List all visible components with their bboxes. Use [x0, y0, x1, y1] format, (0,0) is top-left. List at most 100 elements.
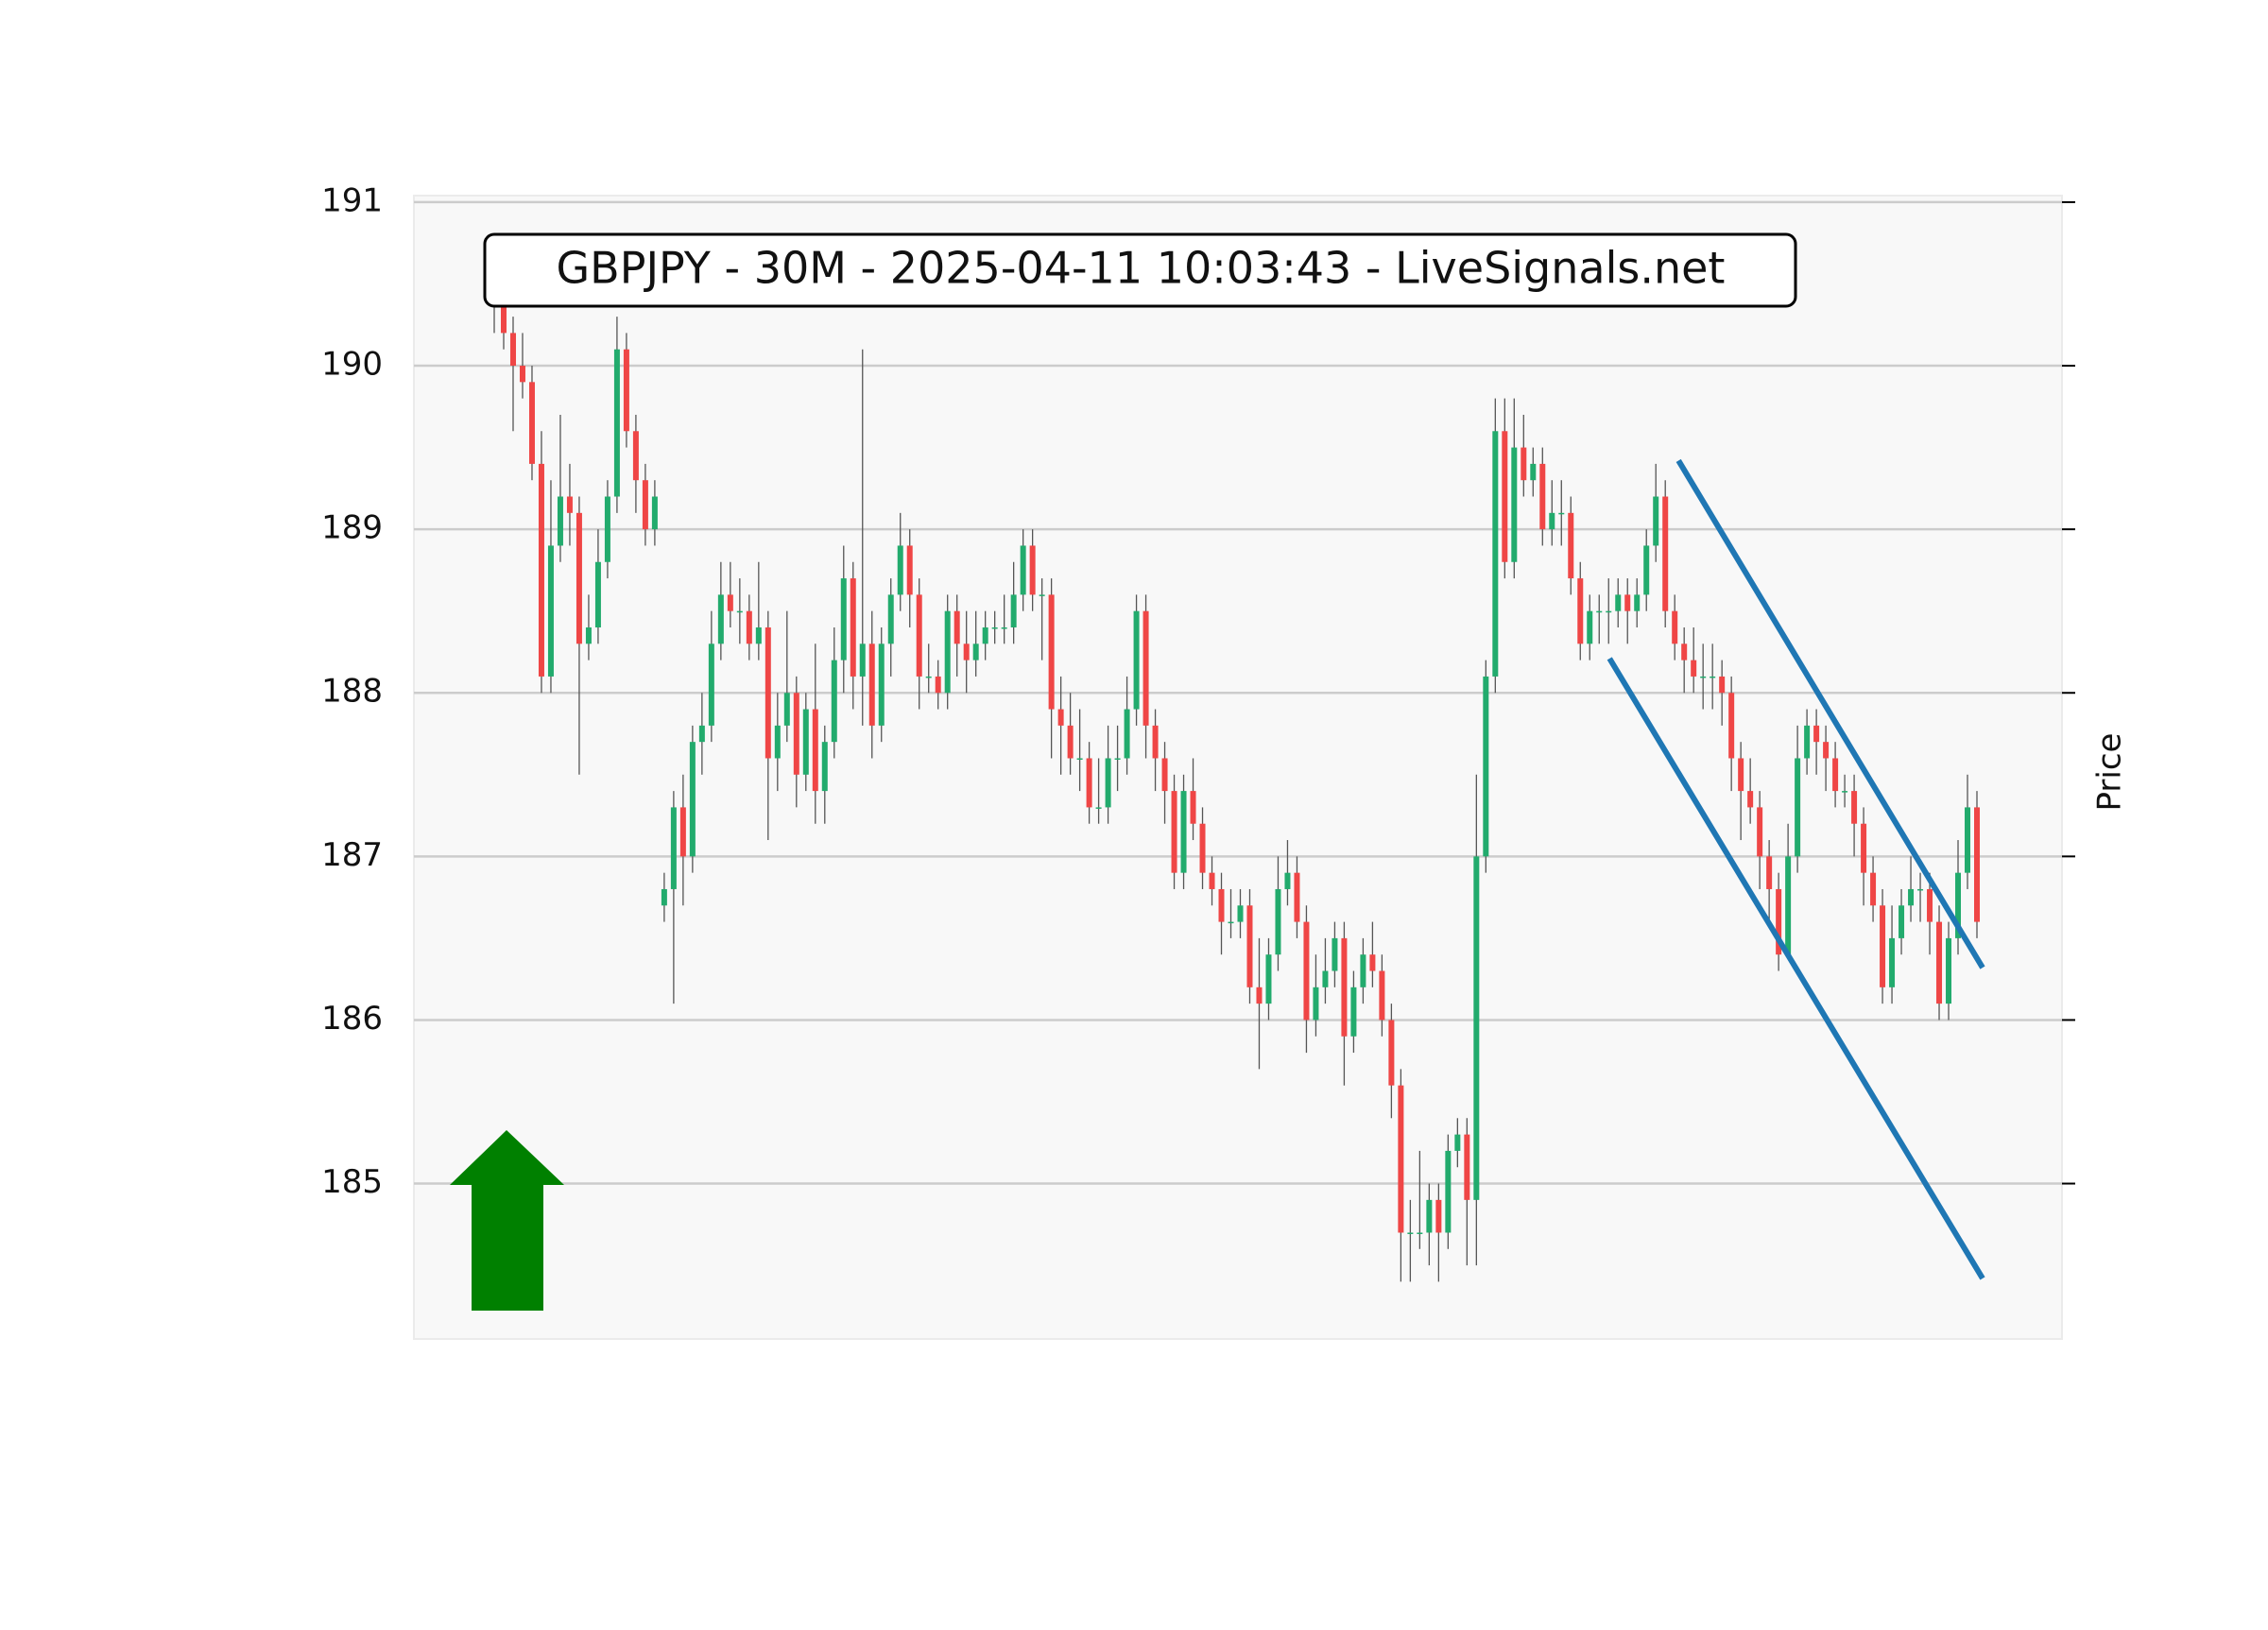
candle-body	[793, 693, 799, 775]
candle-body	[925, 676, 932, 678]
candle-body	[765, 626, 771, 759]
candle-body	[840, 578, 847, 661]
candle-body	[1435, 1199, 1442, 1233]
candle-body	[1152, 725, 1159, 759]
candle-body	[944, 610, 951, 694]
candle-body	[1067, 725, 1074, 759]
candle-body	[1124, 709, 1130, 759]
candle-body	[1870, 872, 1877, 906]
candle-body	[1199, 823, 1206, 873]
candle-body	[1095, 807, 1102, 809]
candle-body	[689, 742, 696, 857]
candle-body	[538, 463, 544, 677]
candle-body	[1275, 888, 1281, 955]
candle-body	[1322, 970, 1329, 987]
candle-body	[717, 594, 724, 644]
candle-body	[547, 545, 554, 677]
candle-body	[1029, 545, 1036, 595]
candle-body	[963, 643, 970, 661]
candle-body	[679, 807, 686, 857]
candle-body	[859, 643, 866, 677]
candle-body	[1691, 660, 1697, 677]
candle-body	[736, 610, 743, 613]
chart-title: GBPJPY - 30M - 2025-04-11 10:03:43 - Liv…	[557, 243, 1726, 294]
candle-body	[1417, 1232, 1423, 1234]
candle-body	[746, 610, 752, 644]
candle-body	[1057, 709, 1064, 726]
candle-body	[897, 545, 903, 595]
candle-body	[585, 626, 592, 644]
candle-body	[1445, 1150, 1452, 1233]
candle-body	[972, 643, 979, 661]
candle-body	[1076, 758, 1083, 760]
candle-body	[1606, 610, 1612, 613]
candle-body	[1936, 921, 1943, 1004]
candle-body	[1492, 431, 1499, 677]
candle-body	[1265, 954, 1272, 1004]
candle-body	[509, 333, 516, 367]
candle-body	[1521, 447, 1527, 481]
candle-body	[1965, 807, 1971, 873]
candle-body	[1086, 758, 1092, 808]
candle-body	[1464, 1134, 1470, 1200]
candle-body	[1908, 888, 1915, 906]
candle-body	[1483, 676, 1489, 857]
y-tick-label: 189	[321, 509, 383, 547]
candle-body	[1360, 954, 1366, 987]
candle-body	[1927, 888, 1933, 922]
candle-body	[1832, 758, 1839, 792]
candle-body	[1303, 921, 1310, 1021]
trend-line	[1675, 458, 1985, 969]
candle-body	[1558, 512, 1565, 515]
candle-body	[1804, 725, 1811, 759]
signal-arrow	[450, 1130, 564, 1311]
candle-body	[1813, 725, 1820, 743]
candle-body	[1634, 594, 1641, 611]
candle-body	[1190, 791, 1196, 824]
candle-body	[916, 594, 922, 677]
candle-body	[557, 496, 563, 546]
candle-body	[991, 626, 998, 629]
candle-body	[1719, 676, 1726, 694]
candle-body	[613, 349, 620, 497]
candle-body	[500, 300, 507, 334]
candle-body	[642, 480, 648, 530]
candle-body	[982, 626, 988, 644]
candle-body	[1284, 872, 1291, 889]
candle-body	[1209, 872, 1215, 889]
candle-body	[906, 545, 913, 595]
candle-body	[623, 349, 629, 432]
candle-body	[1502, 431, 1508, 562]
candle-body	[1587, 610, 1593, 644]
candle-body	[1539, 463, 1546, 530]
candle-body	[1369, 954, 1376, 971]
candle-body	[1889, 937, 1896, 987]
candle-body	[850, 578, 856, 677]
candle-body	[783, 693, 790, 726]
candle-body	[576, 512, 582, 644]
candle-body	[1001, 626, 1007, 629]
candle-body	[1596, 610, 1603, 613]
candle-body	[1246, 905, 1253, 987]
candle-body	[1577, 578, 1584, 644]
candle-body	[1681, 643, 1688, 661]
candle-body	[868, 643, 875, 726]
y-tick-label: 185	[321, 1163, 383, 1201]
candle-body	[1294, 872, 1300, 922]
candle-body	[1568, 512, 1574, 579]
candle-body	[1388, 1020, 1395, 1086]
candle-body	[1114, 758, 1121, 760]
candle-body	[774, 725, 781, 759]
candle-body	[1511, 447, 1518, 562]
candle-body	[1728, 693, 1735, 759]
candle-body	[1454, 1134, 1461, 1151]
candle-body	[1218, 888, 1225, 922]
y-tick-label: 188	[321, 673, 383, 711]
y-tick-label: 190	[321, 346, 383, 384]
candle-body	[1842, 791, 1848, 793]
candle-body	[1407, 1232, 1414, 1234]
candle-body	[566, 496, 573, 513]
candle-body	[935, 676, 941, 694]
candle-body	[708, 643, 714, 726]
trend-line	[1606, 657, 1985, 1280]
